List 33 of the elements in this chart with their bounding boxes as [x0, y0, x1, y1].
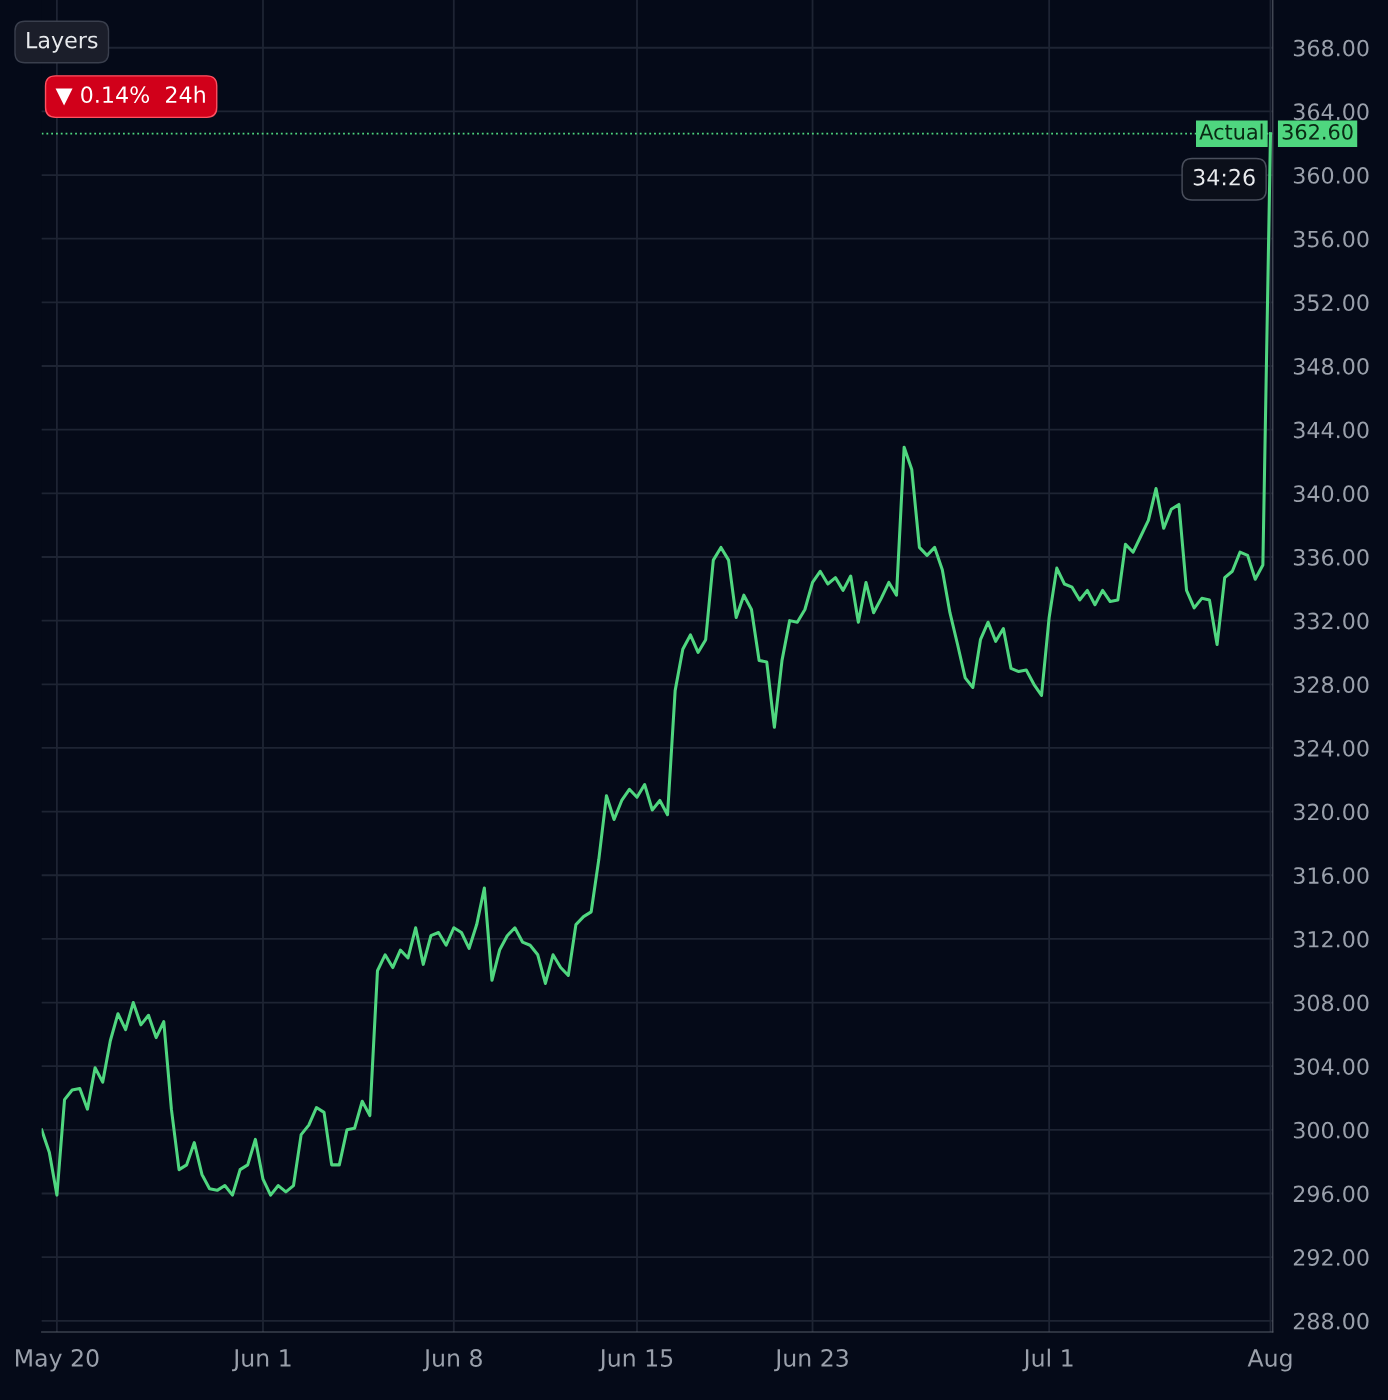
y-tick-label: 352.00 [1293, 294, 1369, 312]
y-tick-label: 348.00 [1293, 357, 1369, 375]
annotation: 34:26 [1193, 168, 1255, 186]
y-tick-label: 364.00 [1293, 103, 1369, 121]
y-tick-label: 296.00 [1293, 1185, 1369, 1203]
y-tick-label: 316.00 [1293, 867, 1369, 884]
y-tick-label: 300.00 [1293, 1121, 1369, 1139]
y-tick-label: 356.00 [1293, 230, 1369, 248]
x-tick-label: Jun 1 [232, 1349, 291, 1372]
y-tick-label: 324.00 [1293, 739, 1369, 757]
y-tick-label: 288.00 [1293, 1312, 1369, 1330]
y-tick-label: 328.00 [1293, 676, 1369, 694]
y-tick-label: 344.00 [1293, 421, 1369, 439]
annotation: Layers [27, 31, 98, 53]
series-label: Actual [1199, 123, 1263, 140]
y-tick-label: 292.00 [1293, 1249, 1369, 1266]
x-tick-label: Jun 8 [422, 1349, 482, 1372]
y-tick-label: 360.00 [1293, 167, 1369, 184]
y-tick-label: 312.00 [1293, 930, 1369, 948]
y-tick-label: 308.00 [1293, 994, 1369, 1012]
y-tick-label: 304.00 [1293, 1058, 1369, 1075]
y-tick-label: 332.00 [1293, 612, 1369, 630]
y-tick-label: 340.00 [1293, 485, 1369, 503]
x-tick-label: May 20 [16, 1349, 99, 1372]
ref-line-label: 362.60 [1282, 123, 1353, 140]
x-tick-label: Jun 23 [774, 1349, 848, 1372]
y-tick-label: 336.00 [1293, 548, 1369, 566]
x-tick-label: Jul 1 [1022, 1348, 1073, 1372]
x-tick-label: Aug [1247, 1349, 1292, 1372]
x-tick-label: Jun 15 [598, 1349, 673, 1372]
y-tick-label: 320.00 [1293, 803, 1369, 821]
annotation: ▼ 0.14% 24h [55, 85, 205, 106]
y-tick-label: 368.00 [1293, 39, 1369, 57]
